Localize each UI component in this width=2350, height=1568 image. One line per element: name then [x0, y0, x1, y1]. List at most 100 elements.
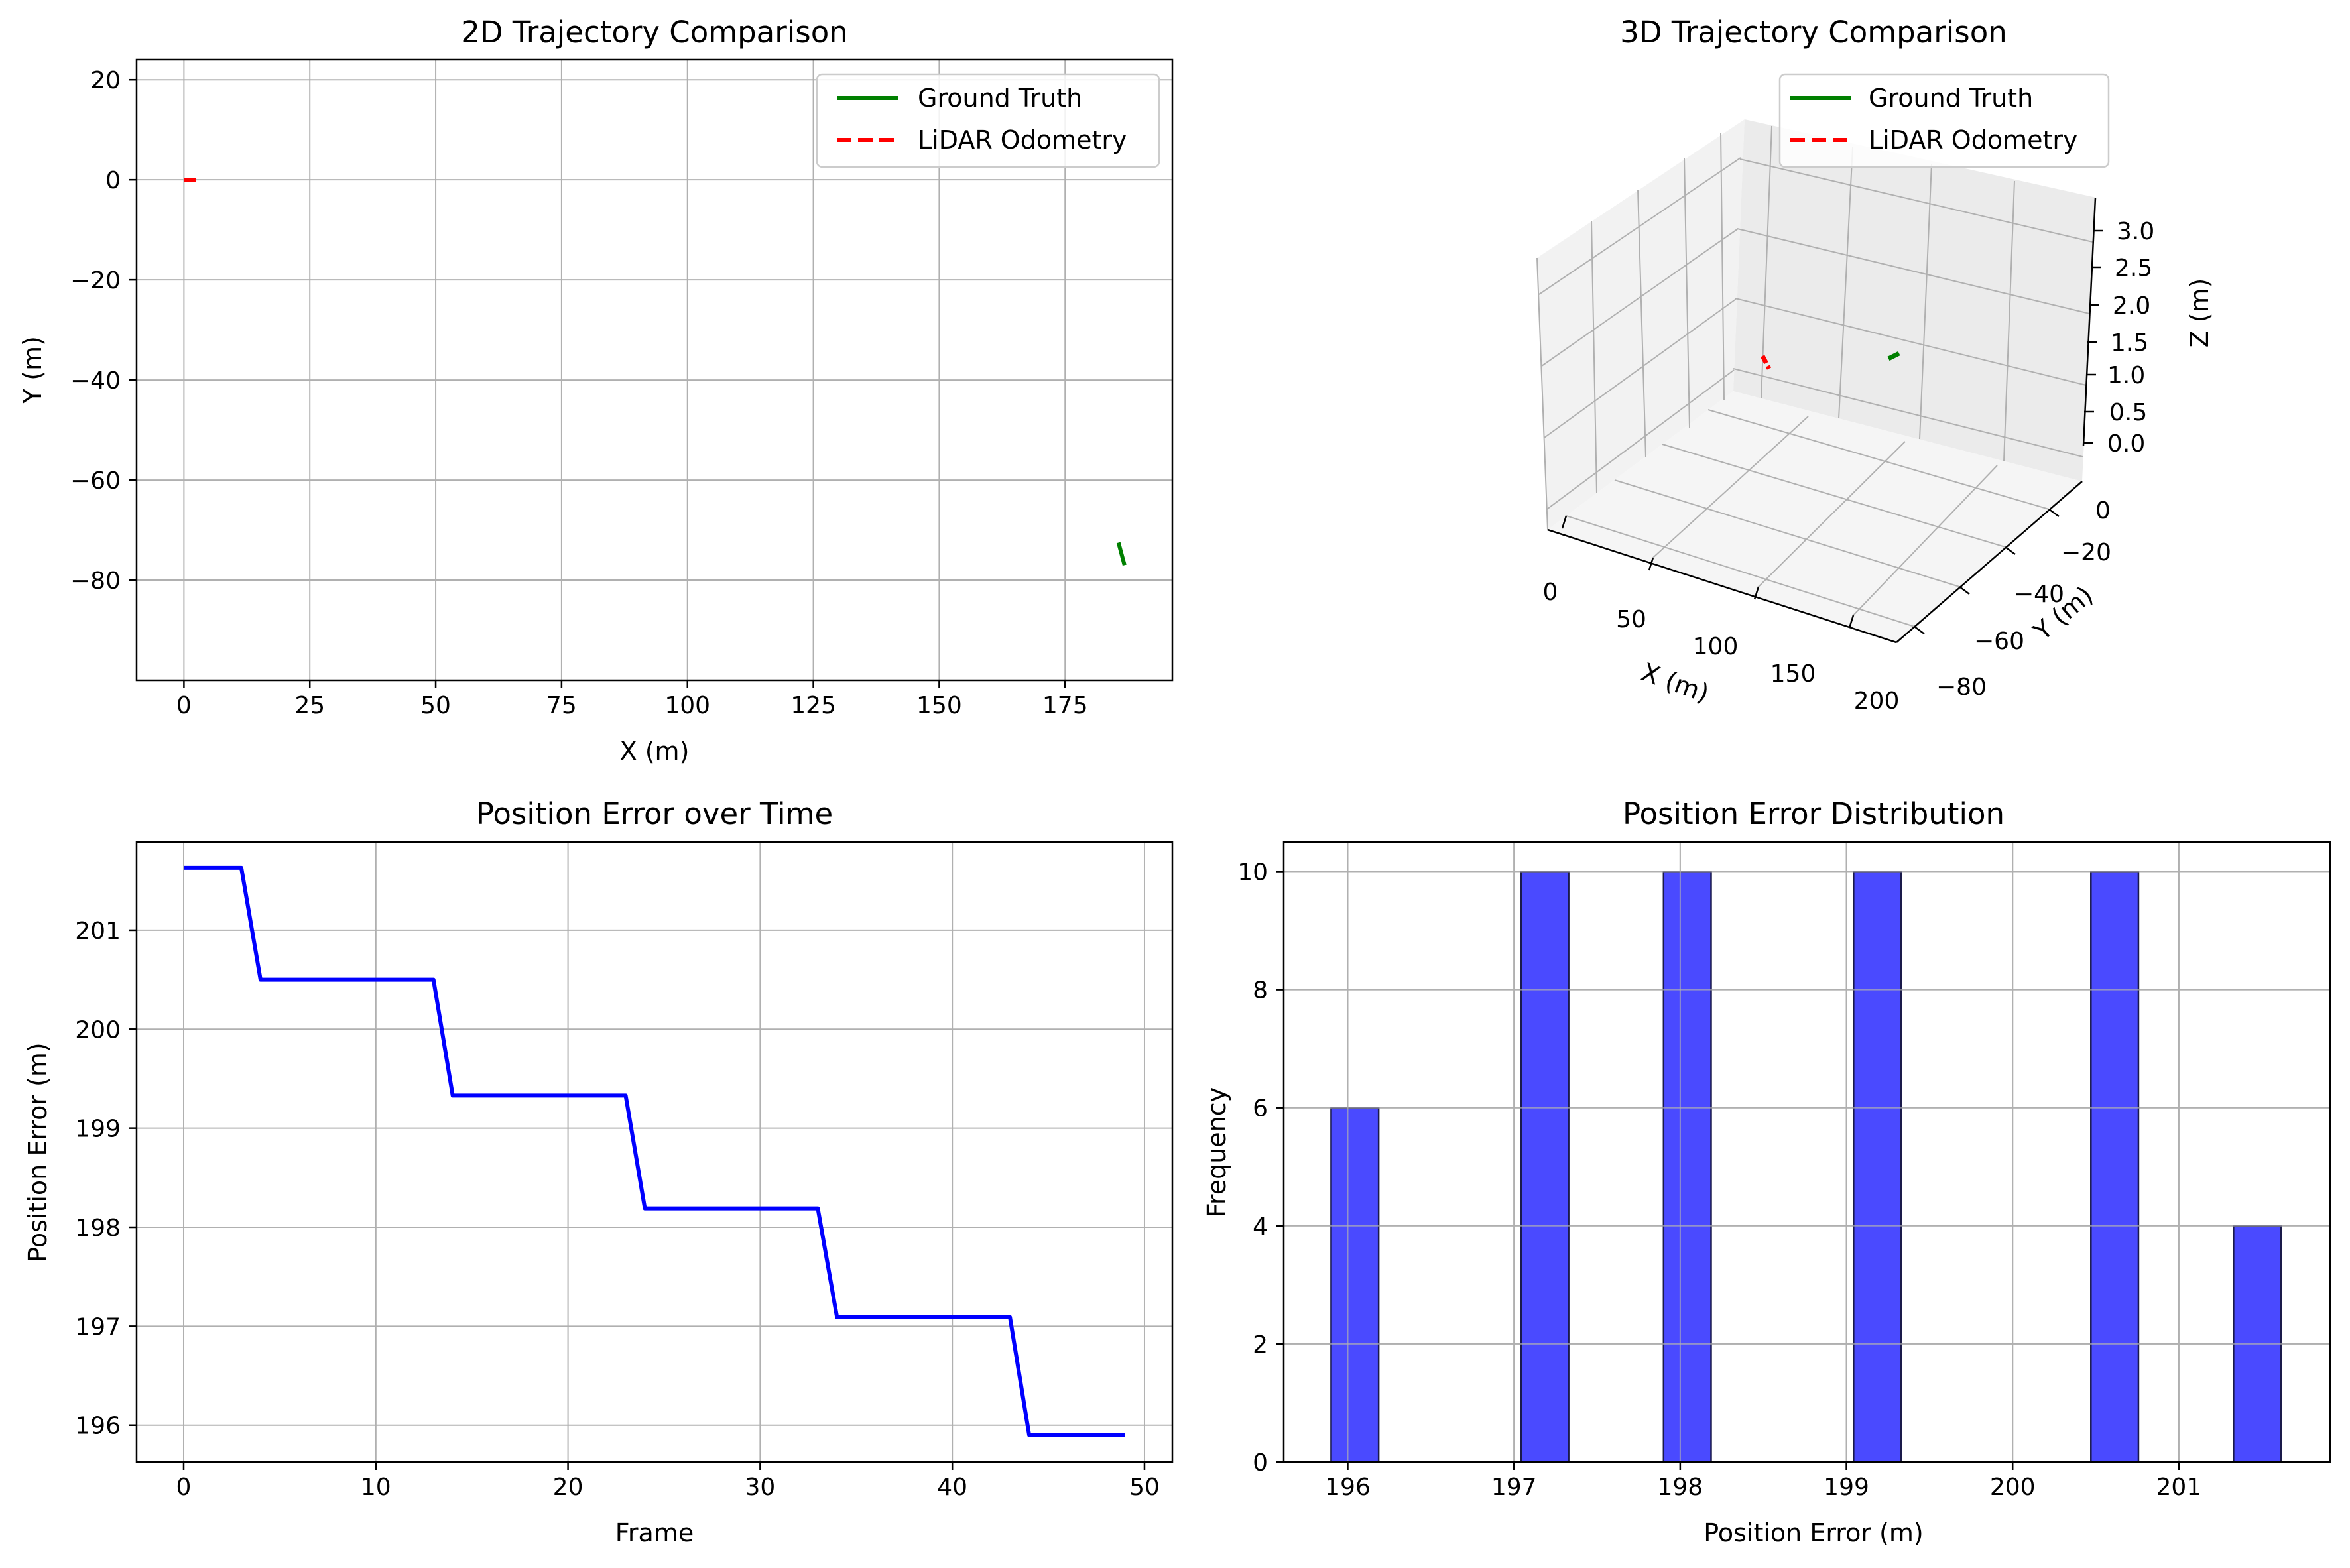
panel-error-distribution: 196 197 198 199 200 201 0 2 4 6 8 10 Position Error… — [1202, 796, 2331, 1547]
error-dist-x-tick-label: 200 — [1990, 1474, 2036, 1501]
histogram-bar — [1662, 871, 1712, 1463]
traj2d-x-tick-label: 175 — [1042, 692, 1088, 719]
error-time-y-tick-label: 196 — [75, 1413, 121, 1440]
axes-frame-error-time — [135, 841, 1174, 1463]
error-dist-y-tick-label: 8 — [1253, 977, 1268, 1004]
histogram-bar — [1520, 871, 1570, 1463]
error-time-y-tick-label: 198 — [75, 1215, 121, 1242]
traj2d-y-tick-label: −20 — [70, 267, 121, 294]
z-axis-line-3d — [2082, 197, 2097, 446]
histogram-bar — [1853, 871, 1902, 1463]
chart-title-2d: 2D Trajectory Comparison — [461, 15, 848, 50]
error-time-x-tick-label: 10 — [361, 1474, 391, 1501]
legend-2d: Ground Truth LiDAR Odometry — [816, 73, 1160, 168]
y-axis-line-3d — [1896, 481, 2083, 643]
traj2d-x-tick-label: 25 — [294, 692, 325, 719]
traj2d-y-tick-label: −60 — [70, 467, 121, 495]
traj2d-y-tick-label: −40 — [70, 367, 121, 394]
z-tick-3d: 1.0 — [2107, 362, 2145, 389]
ground-truth-line-3d — [1887, 351, 1900, 361]
z-tick-3d: 1.5 — [2111, 330, 2148, 357]
error-time-y-tick-label: 201 — [75, 918, 121, 945]
y-tick-3d: −20 — [2061, 539, 2111, 566]
x-tick-3d: 100 — [1693, 633, 1739, 660]
ground-truth-line — [1116, 542, 1127, 566]
x-axis-label-error-time: Frame — [615, 1518, 694, 1547]
error-time-x-tick-label: 50 — [1129, 1474, 1160, 1501]
histogram-bar — [1330, 1107, 1380, 1463]
error-dist-y-tick-label: 10 — [1237, 859, 1268, 886]
z-tick-labels-3d: 0.0 1.0 0.5 1.5 2.0 2.5 3.0 — [2107, 218, 2154, 457]
error-dist-y-tick-label: 0 — [1253, 1449, 1268, 1477]
x-tick-labels-3d: 0 50 100 150 200 — [1543, 579, 1900, 715]
ticks-3d — [1561, 229, 2103, 635]
error-dist-y-tick-label: 6 — [1253, 1095, 1268, 1122]
z-tick-3d: 0.5 — [2109, 399, 2147, 426]
histogram-bar — [2090, 871, 2140, 1463]
error-dist-x-tick-label: 198 — [1658, 1474, 1703, 1501]
error-dist-x-tick-label: 201 — [2156, 1474, 2202, 1501]
x-axis-label-2d: X (m) — [620, 737, 690, 766]
traj2d-x-tick-label: 0 — [176, 692, 192, 719]
x-axis-line-3d — [1547, 528, 1897, 644]
traj2d-x-tick-label: 50 — [420, 692, 451, 719]
error-time-y-tick-label: 200 — [75, 1016, 121, 1044]
y-tick-3d: −80 — [1936, 674, 1987, 701]
legend-label-ground-truth: Ground Truth — [918, 84, 1082, 113]
error-time-x-tick-label: 20 — [553, 1474, 584, 1501]
x-axis-label-3d: X (m) — [1638, 657, 1713, 708]
y-tick-3d: −40 — [2014, 581, 2064, 608]
panel-3d-trajectory: 0 50 100 150 200 0 −20 −40 −60 −80 0.0 1… — [1536, 15, 2214, 715]
y-tick-3d: −60 — [1974, 628, 2024, 655]
z-tick-3d: 2.0 — [2113, 292, 2150, 320]
y-tick-labels-3d: 0 −20 −40 −60 −80 — [1936, 497, 2111, 701]
x-tick-3d: 50 — [1616, 606, 1646, 633]
legend-label-ground-truth-3d: Ground Truth — [1869, 84, 2033, 113]
panel-error-over-time: 0 10 20 30 40 50 201 200 199 198 197 196 Position E… — [23, 796, 1174, 1547]
traj2d-y-tick-label: 0 — [105, 167, 121, 194]
y-axis-label-error-time: Position Error (m) — [23, 1042, 52, 1262]
traj2d-x-tick-label: 75 — [546, 692, 577, 719]
error-dist-y-tick-label: 2 — [1253, 1331, 1268, 1358]
legend-3d: Ground Truth LiDAR Odometry — [1778, 73, 2110, 168]
error-time-x-tick-label: 0 — [176, 1474, 192, 1501]
plot-area-error-time — [137, 842, 1172, 1462]
z-axis-label-3d: Z (m) — [2185, 278, 2214, 348]
axes-3d — [1547, 197, 2097, 644]
error-time-y-tick-label: 197 — [75, 1313, 121, 1341]
x-axis-label-error-dist: Position Error (m) — [1703, 1518, 1923, 1547]
error-dist-x-tick-label: 197 — [1491, 1474, 1537, 1501]
error-dist-x-tick-label: 199 — [1824, 1474, 1869, 1501]
chart-title-error-dist: Position Error Distribution — [1623, 796, 2005, 831]
y-tick-3d: 0 — [2095, 497, 2111, 524]
traj2d-x-tick-label: 100 — [664, 692, 710, 719]
traj2d-x-tick-label: 150 — [916, 692, 962, 719]
chart-title-error-time: Position Error over Time — [476, 796, 833, 831]
y-axis-label-error-dist: Frequency — [1202, 1087, 1231, 1217]
z-tick-3d: 3.0 — [2117, 218, 2154, 245]
z-tick-3d: 0.0 — [2107, 430, 2145, 457]
error-time-x-tick-label: 40 — [937, 1474, 967, 1501]
axes-frame-error-dist — [1282, 841, 2331, 1463]
plot-area-error-dist — [1284, 842, 2330, 1462]
z-tick-3d: 2.5 — [2115, 255, 2152, 282]
error-dist-x-tick-label: 196 — [1325, 1474, 1371, 1501]
pane-floor-3d — [1548, 391, 2082, 642]
lidar-odometry-line-3d — [1760, 355, 1772, 370]
legend-label-lidar-odometry-3d: LiDAR Odometry — [1869, 125, 2078, 154]
traj2d-x-tick-label: 125 — [790, 692, 836, 719]
legend-label-lidar-odometry: LiDAR Odometry — [918, 125, 1127, 154]
legend-box-2d — [816, 73, 1160, 168]
error-dist-y-tick-label: 4 — [1253, 1213, 1268, 1240]
x-tick-3d: 150 — [1770, 660, 1816, 688]
error-time-y-tick-label: 199 — [75, 1116, 121, 1143]
traj2d-y-tick-label: 20 — [90, 67, 121, 94]
chart-title-3d: 3D Trajectory Comparison — [1620, 15, 2007, 50]
x-tick-3d: 200 — [1854, 688, 1900, 715]
grid-3d — [1536, 125, 2093, 627]
y-axis-label-2d: Y (m) — [18, 336, 47, 404]
axes-frame-2d — [135, 58, 1174, 682]
x-tick-3d: 0 — [1543, 579, 1558, 606]
